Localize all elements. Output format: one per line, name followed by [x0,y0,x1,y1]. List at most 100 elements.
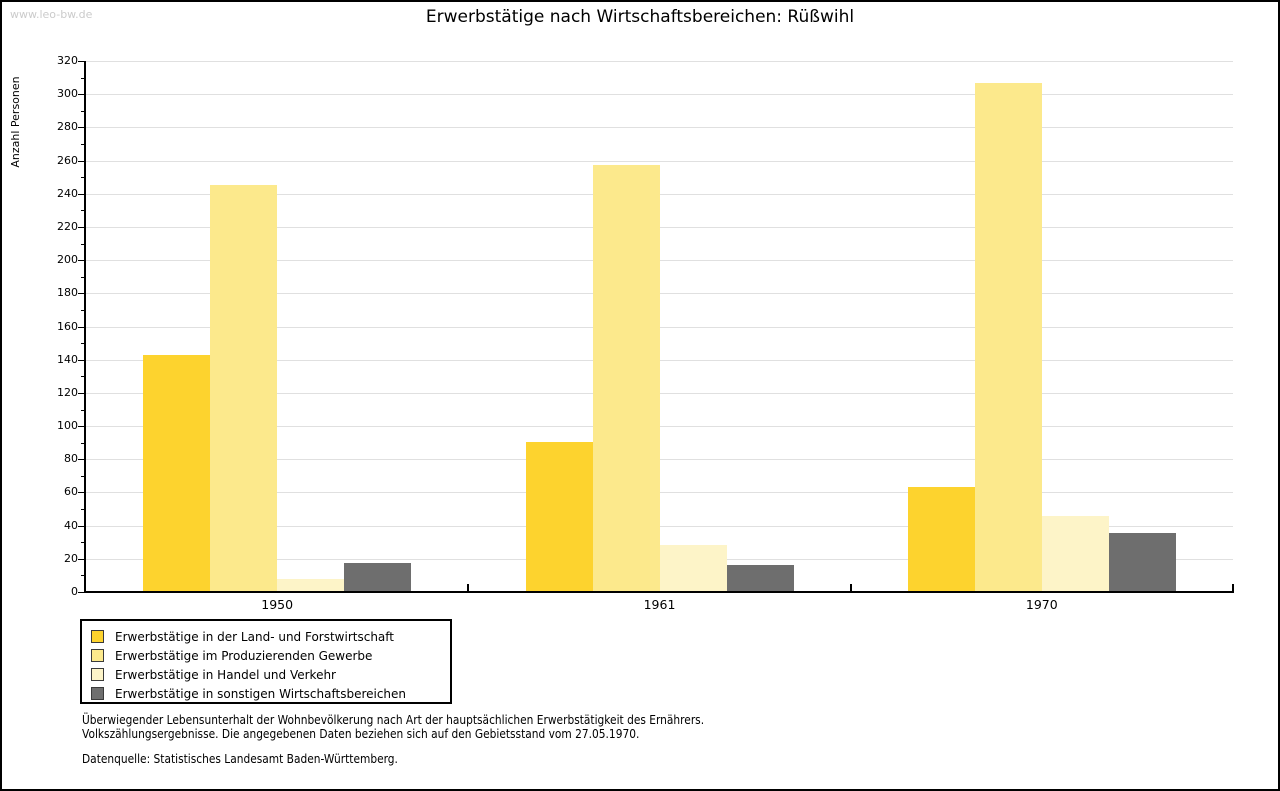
y-axis-tick-label: 140 [57,352,78,366]
bar-1970-series-3 [1041,516,1109,591]
chart-title: Erwerbstätige nach Wirtschaftsbereichen:… [425,7,855,27]
y-axis-tick [78,127,85,129]
y-axis-tick-label: 180 [57,286,78,300]
y-axis-tick-label: 300 [57,87,78,101]
y-axis-tick [78,260,85,262]
y-axis-minor-tick [81,343,85,345]
y-axis-minor-tick [81,509,85,510]
y-axis-minor-tick [81,575,85,577]
legend-item: Erwerbstätige in der Land- und Forstwirt… [91,627,450,646]
gridline [86,61,1233,62]
legend-label: Erwerbstätige in der Land- und Forstwirt… [115,629,394,644]
legend-label: Erwerbstätige in Handel und Verkehr [115,667,336,682]
y-axis-tick [78,525,85,527]
legend-label: Erwerbstätige im Produzierenden Gewerbe [115,648,373,663]
y-axis-tick-label: 220 [57,219,78,233]
legend-label: Erwerbstätige in sonstigen Wirtschaftsbe… [115,686,407,701]
y-axis-tick-label: 160 [57,319,78,333]
gridline [86,459,1233,461]
gridline [86,260,1233,262]
y-axis-minor-tick [81,144,85,145]
x-axis-boundary-tick [849,584,852,591]
gridline [86,359,1233,361]
x-axis-boundary-tick [1232,584,1234,591]
y-axis-minor-tick [81,542,85,544]
data-source-note: Datenquelle: Statistisches Landesamt Bad… [82,751,398,766]
y-axis-tick-label: 200 [57,253,78,267]
legend-item: Erwerbstätige in Handel und Verkehr [91,665,450,684]
legend-swatch-icon [91,687,104,700]
gridline [86,127,1233,129]
y-axis-tick-label: 280 [57,120,78,134]
x-axis-category-label: 1961 [643,597,676,612]
y-axis-minor-tick [81,110,85,112]
bar-1950-series-1 [143,355,211,591]
y-axis-tick [78,392,85,394]
bar-1950-series-2 [210,184,278,591]
x-axis-category-label: 1950 [261,597,294,612]
y-axis-tick [78,459,85,461]
gridline [86,94,1233,96]
gridline [86,226,1233,228]
y-axis-tick-label: 60 [64,485,78,499]
gridline [86,293,1233,295]
bar-1950-series-4 [344,562,412,591]
y-axis-tick-label: 80 [64,452,78,466]
y-axis-tick [78,160,85,162]
y-axis-tick-label: 100 [57,419,78,433]
y-axis-tick-label: 120 [57,385,78,399]
y-axis-tick [78,558,85,560]
y-axis-tick [78,359,85,361]
legend-swatch-icon [91,649,104,662]
footnote-line: Volkszählungsergebnisse. Die angegebenen… [82,725,640,741]
y-axis-minor-tick [81,210,85,212]
y-axis-tick-label: 40 [64,518,78,532]
bar-1970-series-1 [907,486,975,591]
bar-1961-series-1 [525,441,593,591]
legend-item: Erwerbstätige in sonstigen Wirtschaftsbe… [91,684,450,703]
y-axis-tick-label: 240 [57,186,78,200]
y-axis-tick [78,61,85,62]
y-axis-minor-tick [81,475,85,477]
bar-1970-series-2 [974,83,1042,591]
bar-1961-series-2 [592,164,660,591]
y-axis-line [84,61,86,593]
y-axis-tick-label: 320 [57,54,78,67]
y-axis-tick-label: 20 [64,551,78,565]
bar-1950-series-3 [277,579,345,591]
footnote: Überwiegender Lebensunterhalt der Wohnbe… [82,713,704,740]
legend-swatch-icon [91,668,104,681]
y-axis-minor-tick [81,276,85,278]
y-axis-tick [78,426,85,428]
y-axis-minor-tick [81,409,85,411]
y-axis-minor-tick [81,309,85,311]
y-axis-minor-tick [81,177,85,179]
y-axis-tick [78,193,85,195]
x-axis-boundary-tick [467,584,470,591]
y-axis-tick [78,94,85,96]
y-axis-tick [78,293,85,295]
bar-1961-series-3 [659,544,727,591]
y-axis-tick [78,226,85,228]
watermark: www.leo-bw.de [10,8,93,21]
legend-item: Erwerbstätige im Produzierenden Gewerbe [91,646,450,665]
x-axis-line [84,591,1234,593]
y-axis-title: Anzahl Personen [9,76,22,168]
bar-1961-series-4 [726,564,794,592]
gridline [86,326,1233,328]
y-axis-tick [78,592,85,593]
gridline [86,426,1233,428]
y-axis-minor-tick [81,376,85,378]
y-axis-minor-tick [81,77,85,79]
x-axis-category-label: 1970 [1025,597,1058,612]
legend-swatch-icon [91,630,104,643]
gridline [86,160,1233,162]
gridline [86,525,1233,527]
y-axis-tick-label: 0 [71,585,78,598]
y-axis-minor-tick [81,243,85,245]
legend: Erwerbstätige in der Land- und Forstwirt… [80,619,452,704]
gridline [86,392,1233,394]
y-axis-tick [78,492,85,494]
gridline [86,193,1233,195]
